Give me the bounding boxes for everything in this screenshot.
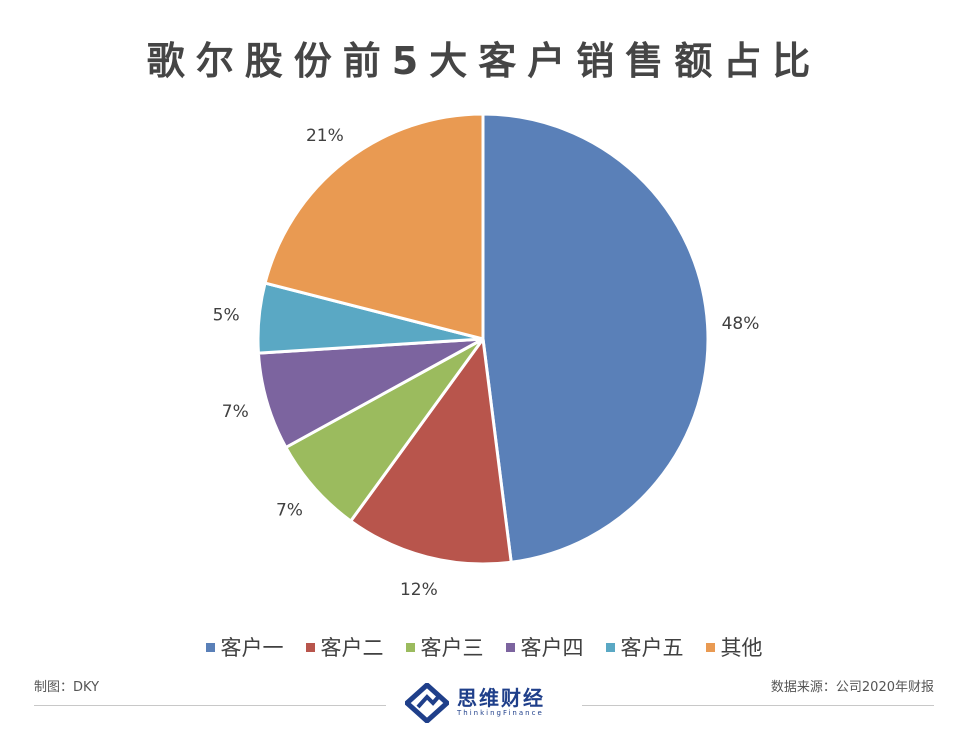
pie-slice-1: [481, 112, 710, 564]
legend-label: 客户五: [620, 636, 684, 660]
legend-swatch: [705, 642, 715, 652]
logo-name: 思维财经: [457, 686, 545, 710]
legend-swatch: [305, 642, 315, 652]
legend-item-5: 客户五: [605, 632, 684, 662]
legend: 客户一 客户二 客户三 客户四 客户五 其他: [0, 632, 968, 662]
legend-item-4: 客户四: [505, 632, 584, 662]
legend-item-3: 客户三: [405, 632, 484, 662]
pie-slice-6: [263, 112, 485, 341]
data-label-1: 48%: [722, 314, 760, 334]
legend-item-6: 其他: [705, 632, 763, 662]
data-source: 数据来源：公司2020年财报: [770, 680, 934, 695]
chart-title: 歌尔股份前5大客户销售额占比: [146, 39, 822, 83]
legend-swatch: [605, 642, 615, 652]
footer-rule-left: [34, 705, 386, 706]
legend-swatch: [405, 642, 415, 652]
data-label-6: 21%: [306, 126, 344, 146]
legend-item-2: 客户二: [305, 632, 384, 662]
legend-label: 客户二: [320, 636, 384, 660]
legend-label: 客户四: [520, 636, 584, 660]
footer-rule-right: [582, 705, 934, 706]
legend-label: 客户三: [420, 636, 484, 660]
brand-logo: 思维财经 ThinkingFinance: [405, 680, 575, 725]
data-label-3: 7%: [276, 501, 303, 521]
logo-subtitle: ThinkingFinance: [457, 709, 544, 717]
legend-swatch: [505, 642, 515, 652]
legend-label: 客户一: [220, 636, 284, 660]
legend-item-1: 客户一: [205, 632, 284, 662]
data-label-4: 7%: [222, 402, 249, 422]
pie-slice-2: [348, 335, 513, 566]
legend-label: 其他: [720, 636, 763, 660]
legend-swatch: [205, 642, 215, 652]
data-label-5: 5%: [213, 306, 240, 326]
data-label-2: 12%: [400, 580, 438, 600]
pie-chart: 48% 12% 7% 7% 5% 21%: [213, 112, 760, 600]
logo-icon: [405, 682, 449, 723]
author-credit: 制图：DKY: [34, 680, 100, 695]
